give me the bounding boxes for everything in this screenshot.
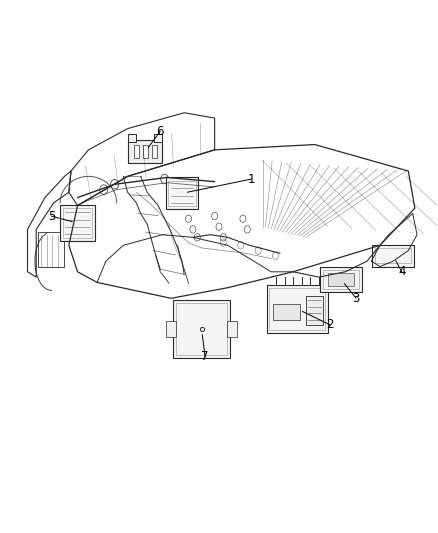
Bar — [173, 300, 230, 358]
Bar — [306, 296, 323, 325]
Bar — [166, 177, 198, 209]
Text: 5: 5 — [48, 209, 55, 223]
Bar — [328, 273, 354, 286]
Bar — [152, 145, 157, 158]
Bar — [375, 248, 411, 263]
Bar — [154, 134, 162, 142]
Bar — [227, 321, 237, 337]
Bar — [320, 266, 361, 292]
Bar — [63, 208, 92, 238]
Bar — [166, 321, 177, 337]
Bar — [273, 304, 300, 319]
Bar — [267, 285, 328, 333]
Bar — [127, 134, 136, 142]
Bar — [39, 232, 64, 266]
Text: 7: 7 — [201, 350, 209, 363]
Text: 1: 1 — [248, 173, 255, 185]
Bar — [168, 181, 196, 206]
Bar — [60, 205, 95, 241]
Text: 2: 2 — [326, 318, 334, 332]
Bar — [323, 270, 359, 289]
Text: 4: 4 — [398, 265, 406, 278]
Bar — [127, 140, 162, 163]
Text: 6: 6 — [156, 125, 164, 138]
Bar — [143, 145, 148, 158]
Bar — [269, 288, 325, 329]
Bar — [372, 245, 414, 266]
Bar — [176, 303, 227, 355]
Text: 3: 3 — [353, 292, 360, 305]
Bar — [134, 145, 139, 158]
